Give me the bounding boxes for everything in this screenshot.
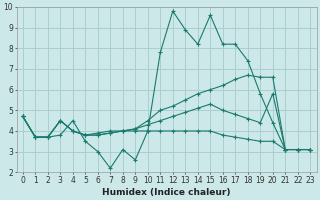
X-axis label: Humidex (Indice chaleur): Humidex (Indice chaleur) (102, 188, 231, 197)
